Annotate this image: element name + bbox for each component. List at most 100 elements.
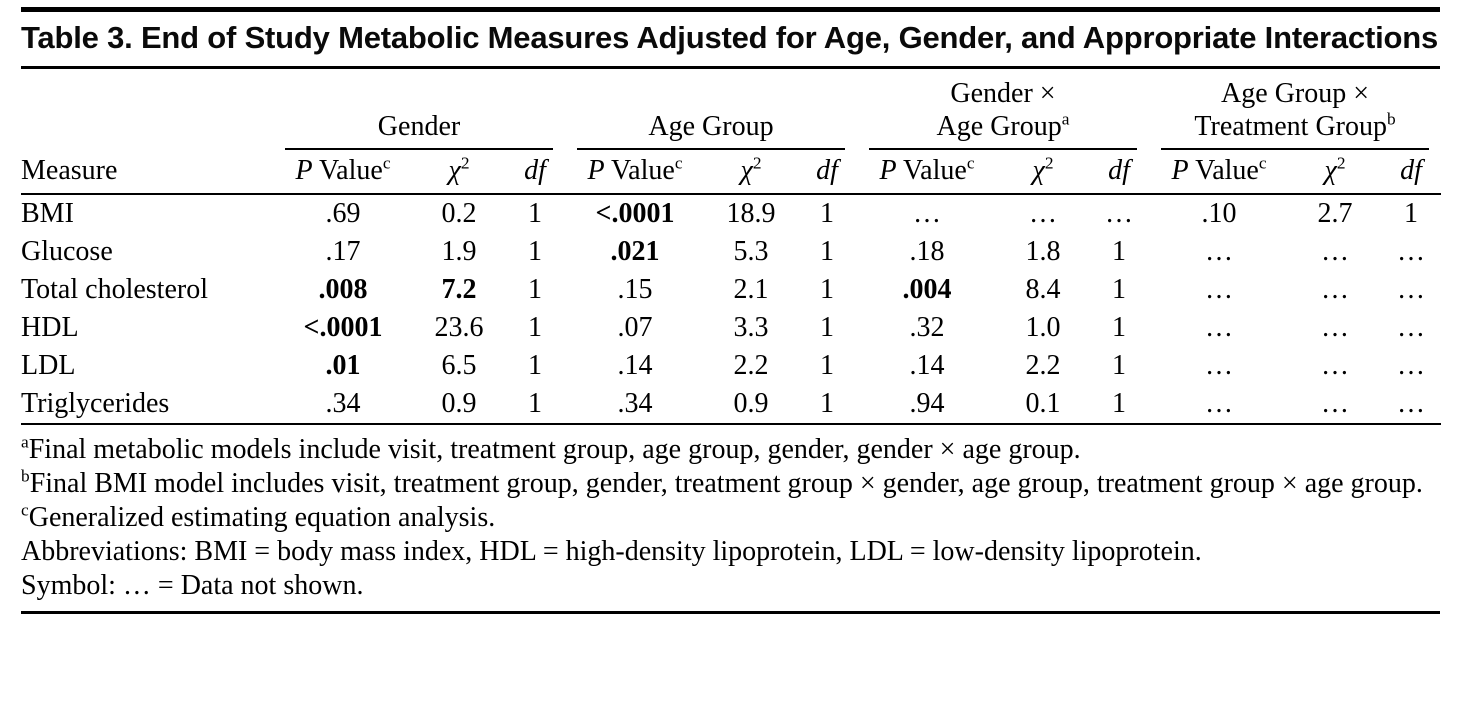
data-cell: <.0001	[595, 198, 675, 229]
data-cell: .34	[565, 385, 705, 425]
measure-cell: Glucose	[21, 236, 113, 267]
table-body: BMI .69 0.2 1 <.0001 18.9 1……… .10 2.7 1 Glucose .1…	[21, 194, 1442, 425]
data-cell: .34	[273, 385, 413, 425]
measure-cell: LDL	[21, 350, 76, 381]
data-cell: 1	[1112, 350, 1127, 381]
data-cell: .32	[909, 312, 945, 343]
measure-spacer	[21, 77, 273, 150]
df-header: df	[1381, 150, 1442, 195]
data-cell: 5.3	[733, 236, 769, 267]
data-cell: …	[1205, 350, 1234, 381]
data-cell: 1	[528, 236, 542, 267]
p-value-header: P Valuec	[857, 150, 997, 195]
data-cell: 1	[820, 236, 834, 267]
data-cell: 3.3	[733, 312, 769, 343]
footnote: bFinal BMI model includes visit, treatme…	[21, 466, 1423, 499]
data-cell: …	[1397, 312, 1426, 343]
data-cell: …	[1397, 274, 1426, 305]
data-cell: .021	[610, 236, 660, 267]
data-cell: 18.9	[726, 198, 776, 229]
data-cell: .17	[325, 236, 361, 267]
data-cell: …	[1321, 350, 1350, 381]
p-value-header: P Valuec	[565, 150, 705, 195]
data-cell: .10	[1201, 198, 1237, 229]
data-cell: 7.2	[441, 274, 477, 305]
group-header: Age Group	[565, 77, 857, 150]
data-cell: …	[1205, 312, 1234, 343]
group-header: Age Group × Treatment Groupb	[1149, 77, 1441, 150]
measure-cell: BMI	[21, 198, 74, 229]
data-cell: …	[1397, 236, 1426, 267]
table-row: HDL <.0001 23.6 1.07 3.3 1.32 1.0 1………	[21, 309, 1441, 347]
data-cell: .69	[325, 198, 361, 229]
data-cell: 6.5	[441, 350, 477, 381]
data-cell: …	[1289, 385, 1382, 425]
data-cell: 1	[1112, 312, 1127, 343]
data-cell: …	[1397, 350, 1426, 381]
data-cell: 1	[1112, 236, 1127, 267]
data-cell: …	[1321, 274, 1350, 305]
footnote: Symbol: … = Data not shown.	[21, 570, 364, 601]
chi-square-header: χ2	[705, 150, 797, 195]
top-rule	[21, 7, 1440, 12]
data-cell: .07	[617, 312, 653, 343]
data-cell: 2.2	[733, 350, 769, 381]
data-cell: 2.2	[1025, 350, 1061, 381]
data-cell: .18	[909, 236, 945, 267]
data-cell: …	[1381, 385, 1442, 425]
chi-square-header: χ2	[1289, 150, 1382, 195]
footnotes: aFinal metabolic models include visit, t…	[21, 433, 1440, 603]
data-cell: 1	[820, 274, 834, 305]
data-cell: …	[1029, 198, 1057, 229]
footnote: Abbreviations: BMI = body mass index, HD…	[21, 536, 1202, 567]
data-cell: 1	[820, 312, 834, 343]
data-cell: 1	[528, 350, 542, 381]
title-rule	[21, 66, 1440, 69]
data-cell: …	[913, 198, 941, 229]
measure-cell: Total cholesterol	[21, 274, 208, 305]
data-cell: …	[1321, 312, 1350, 343]
data-cell: 1	[1404, 198, 1419, 229]
table-row: Triglycerides .34 0.9 1.34 0.9 1.94 0.1 1………	[21, 385, 1442, 425]
footnote: aFinal metabolic models include visit, t…	[21, 432, 1081, 465]
data-cell: .004	[902, 274, 952, 305]
data-cell: …	[1149, 385, 1290, 425]
group-header: Gender	[273, 77, 565, 150]
data-cell: .94	[857, 385, 997, 425]
metabolic-measures-table: Gender Age Group Gender × Age Groupa Age Gro…	[21, 77, 1442, 425]
data-cell: 8.4	[1025, 274, 1061, 305]
measure-cell: HDL	[21, 312, 79, 343]
data-cell: 0.1	[997, 385, 1089, 425]
data-cell: 1	[797, 385, 857, 425]
data-cell: 0.9	[705, 385, 797, 425]
data-cell: 1	[820, 198, 834, 229]
p-value-header: P Valuec	[273, 150, 413, 195]
data-cell: .008	[318, 274, 368, 305]
measure-cell: Triglycerides	[21, 385, 273, 425]
data-cell: 1	[820, 350, 834, 381]
measure-header: Measure	[21, 150, 273, 195]
data-cell: 0.9	[413, 385, 505, 425]
chi-square-header: χ2	[997, 150, 1089, 195]
data-cell: 1	[1112, 274, 1127, 305]
data-cell: .15	[617, 274, 653, 305]
df-header: df	[1089, 150, 1150, 195]
data-cell: 1	[528, 274, 542, 305]
data-cell: 2.1	[733, 274, 769, 305]
data-cell: 1	[528, 312, 542, 343]
table-row: BMI .69 0.2 1 <.0001 18.9 1 … … … .10 2.7 1	[21, 194, 1441, 233]
table-row: Glucose .17 1.9 1.021 5.3 1.18 1.8 1………	[21, 233, 1441, 271]
table-title: Table 3. End of Study Metabolic Measures…	[21, 20, 1438, 55]
footnote: cGeneralized estimating equation analysi…	[21, 500, 496, 533]
data-cell: .14	[617, 350, 653, 381]
data-cell: 1	[1089, 385, 1150, 425]
group-header-row: Gender Age Group Gender × Age Groupa Age Gro…	[21, 77, 1441, 150]
df-header: df	[797, 150, 857, 195]
data-cell: …	[1205, 236, 1234, 267]
chi-square-header: χ2	[413, 150, 505, 195]
data-cell: <.0001	[303, 312, 383, 343]
data-cell: 0.2	[441, 198, 477, 229]
group-header: Gender × Age Groupa	[857, 77, 1149, 150]
data-cell: .01	[325, 350, 361, 381]
